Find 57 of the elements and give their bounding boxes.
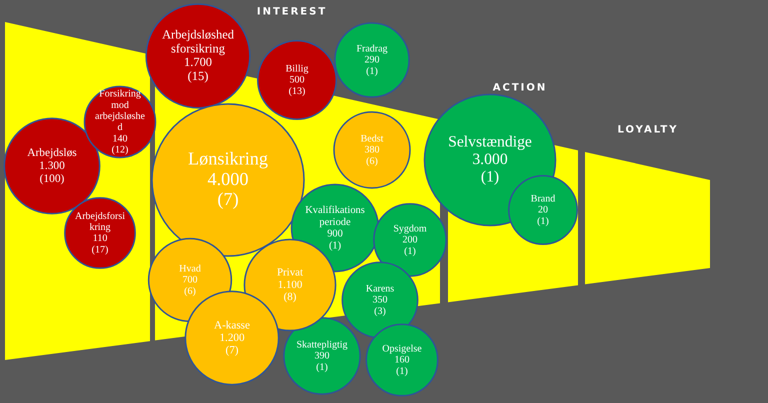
text: (1) [537, 216, 549, 227]
data-label: 290 [364, 54, 380, 66]
category-label: Selvstændige [448, 134, 532, 151]
category-label: Lønsikring [188, 148, 268, 168]
text: (1) [404, 246, 416, 257]
text: (6) [184, 286, 196, 297]
text: (1) [316, 362, 328, 373]
data-label: 4.000 [207, 168, 249, 189]
data-label: 110 [92, 233, 108, 244]
data-label: 1.100 [278, 278, 303, 291]
text: INTEREST [256, 6, 328, 18]
text: LOYALTY [618, 124, 678, 136]
data-label: 1.200 [219, 332, 245, 344]
data-label: 350 [372, 294, 388, 306]
data-label: 1.300 [39, 160, 66, 172]
data-label: 900 [327, 228, 343, 240]
data-label: 140 [112, 133, 128, 144]
category-label: Skattepligtig [296, 339, 348, 350]
data-label: 200 [402, 234, 418, 246]
text: (7) [217, 189, 239, 210]
text: (1) [480, 168, 500, 186]
text: (8) [284, 291, 296, 304]
category-label: Billig [286, 63, 308, 74]
data-label: 20 [538, 204, 548, 216]
category-label: A-kasse [214, 319, 250, 332]
category-label: Sygdom [393, 223, 427, 234]
category-label: Kvalifikationsperiode [305, 205, 365, 228]
category-label: Brand [530, 193, 556, 204]
text: (7) [225, 344, 239, 356]
category-label: Forsikring mod arbejdsløshed [95, 88, 146, 134]
data-label: 500 [290, 74, 304, 86]
data-label: 380 [364, 144, 380, 156]
text: (6) [366, 156, 378, 167]
text: (1) [396, 366, 408, 377]
data-label: 160 [394, 354, 410, 366]
category-label: Bedst [360, 133, 384, 144]
text: (17) [92, 244, 108, 256]
text: (13) [288, 86, 306, 97]
category-label: Arbejdsløs [27, 147, 78, 160]
text: (1) [366, 66, 378, 77]
text: ACTION [492, 82, 548, 94]
data-label: 700 [182, 274, 198, 286]
category-label: Privat [276, 266, 304, 279]
category-label: Arbejdsløshedsforsikring [162, 27, 235, 56]
category-label: Karens [366, 283, 394, 294]
text: (1) [328, 240, 342, 252]
text: (100) [40, 172, 64, 185]
data-label: 390 [314, 350, 330, 362]
category-label: Fradrag [356, 43, 388, 54]
text: (15) [188, 69, 208, 84]
data-label: 1.700 [184, 55, 212, 70]
text: (12) [112, 144, 128, 156]
category-label: Opsigelse [382, 343, 422, 354]
text: (3) [374, 306, 386, 317]
category-label: Hvad [179, 263, 201, 274]
category-label: Arbejdsforsikring [75, 210, 126, 234]
data-label: 3.000 [472, 151, 508, 168]
